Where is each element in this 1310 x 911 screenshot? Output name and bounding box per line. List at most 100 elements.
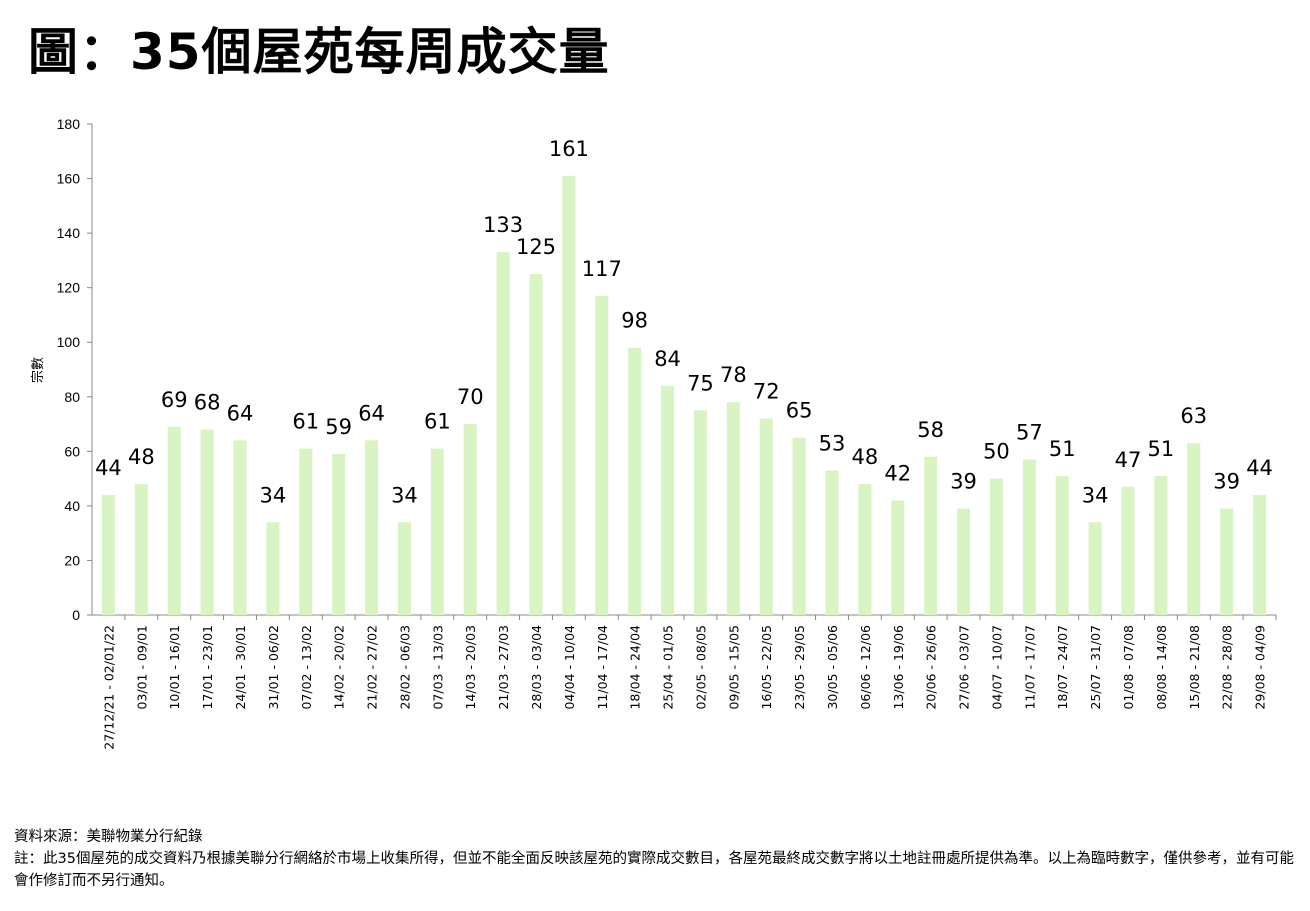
bar [924, 456, 938, 615]
x-tick-label: 08/08 - 14/08 [1154, 625, 1169, 710]
bar [628, 347, 642, 615]
y-tick-label: 160 [57, 171, 81, 187]
data-label: 125 [516, 235, 556, 259]
data-label: 64 [227, 401, 254, 425]
x-tick-label: 18/04 - 24/04 [628, 625, 643, 710]
data-label: 64 [358, 401, 385, 425]
x-tick-label: 15/08 - 21/08 [1187, 625, 1202, 710]
x-tick-label: 31/01 - 06/02 [266, 625, 281, 710]
x-tick-label: 02/05 - 08/05 [693, 625, 708, 710]
x-tick-label: 23/05 - 29/05 [792, 625, 807, 710]
x-tick-label: 20/06 - 26/06 [924, 625, 939, 710]
data-label: 133 [483, 213, 523, 237]
data-label: 84 [654, 347, 681, 371]
data-label: 34 [1082, 483, 1109, 507]
y-tick-label: 140 [57, 225, 81, 241]
bar [595, 295, 609, 615]
data-label: 61 [424, 410, 451, 434]
data-label: 58 [917, 418, 944, 442]
x-tick-label: 28/03 - 03/04 [529, 625, 544, 710]
bar [858, 484, 872, 615]
bar [167, 426, 181, 615]
y-tick-label: 20 [64, 552, 80, 568]
x-tick-label: 25/07 - 31/07 [1088, 625, 1103, 710]
data-label: 47 [1115, 448, 1142, 472]
bar [233, 440, 247, 615]
x-tick-label: 30/05 - 05/06 [825, 625, 840, 710]
footnotes: 資料來源：美聯物業分行紀錄 註：此35個屋苑的成交資料乃根據美聯分行網絡於市場上… [14, 826, 1304, 892]
y-tick-label: 0 [72, 607, 80, 623]
bar [463, 424, 477, 615]
bar [496, 252, 510, 615]
data-label: 48 [128, 445, 155, 469]
bar [1187, 443, 1201, 615]
y-axis-label: 宗數 [30, 357, 46, 383]
bar [792, 437, 806, 615]
chart-title: 圖：35個屋苑每周成交量 [28, 23, 610, 81]
data-label: 48 [852, 445, 879, 469]
bar [693, 410, 707, 615]
bar [529, 274, 543, 615]
data-label: 61 [292, 410, 319, 434]
data-label: 65 [786, 399, 813, 423]
y-tick-label: 60 [64, 443, 80, 459]
data-label: 59 [325, 415, 352, 439]
data-label: 51 [1049, 437, 1076, 461]
data-label: 98 [621, 309, 648, 333]
data-label: 72 [753, 380, 780, 404]
bar [430, 448, 444, 615]
x-tick-label: 07/02 - 13/02 [299, 625, 314, 710]
x-tick-label: 18/07 - 24/07 [1055, 625, 1070, 710]
x-tick-label: 28/02 - 06/03 [397, 625, 412, 710]
x-tick-label: 10/01 - 16/01 [167, 625, 182, 710]
x-tick-label: 17/01 - 23/01 [200, 625, 215, 710]
x-tick-label: 13/06 - 19/06 [891, 625, 906, 710]
bar [661, 385, 675, 615]
x-tick-label: 24/01 - 30/01 [233, 625, 248, 710]
bar [1253, 494, 1267, 615]
x-tick-label: 06/06 - 12/06 [858, 625, 873, 710]
bar [266, 522, 280, 615]
bar [1154, 475, 1168, 615]
source-note: 資料來源：美聯物業分行紀錄 [14, 829, 203, 845]
data-label: 63 [1180, 404, 1207, 428]
bar [134, 484, 148, 615]
remark-note: 註：此35個屋苑的成交資料乃根據美聯分行網絡於市場上收集所得，但並不能全面反映該… [14, 851, 1294, 889]
data-label: 34 [391, 483, 418, 507]
y-tick-label: 80 [64, 389, 80, 405]
y-tick-label: 100 [57, 334, 81, 350]
data-label: 57 [1016, 421, 1043, 445]
x-tick-label: 04/07 - 10/07 [989, 625, 1004, 710]
bar-chart: 0 20 40 60 80 100 120 140 160 180 宗數 44 27/12/21 - 0… [30, 116, 1277, 750]
bar [1022, 459, 1036, 615]
bar [825, 470, 839, 615]
y-tick-label: 180 [57, 116, 81, 132]
data-label: 39 [950, 470, 977, 494]
x-tick-label: 22/08 - 28/08 [1220, 625, 1235, 710]
bar [299, 448, 313, 615]
bar [726, 402, 740, 615]
data-label: 39 [1213, 470, 1240, 494]
x-tick-label: 09/05 - 15/05 [726, 625, 741, 710]
x-tick-label: 14/03 - 20/03 [463, 625, 478, 710]
x-tick-label: 16/05 - 22/05 [759, 625, 774, 710]
x-tick-label: 07/03 - 13/03 [430, 625, 445, 710]
bar [562, 175, 576, 616]
data-label: 68 [194, 391, 221, 415]
data-label: 69 [161, 388, 188, 412]
x-tick-label: 11/04 - 17/04 [595, 625, 610, 710]
x-tick-label: 01/08 - 07/08 [1121, 625, 1136, 710]
bar [1088, 522, 1102, 615]
data-label: 78 [720, 363, 747, 387]
x-tick-label: 21/03 - 27/03 [496, 625, 511, 710]
bar [397, 522, 411, 615]
bar [1220, 508, 1234, 615]
data-label: 44 [95, 456, 122, 480]
bar [1055, 475, 1069, 615]
data-label: 44 [1246, 456, 1273, 480]
data-label: 50 [983, 440, 1010, 464]
bar [200, 429, 214, 615]
x-tick-label: 04/04 - 10/04 [562, 625, 577, 710]
data-label: 75 [687, 371, 714, 395]
bar [759, 418, 773, 615]
